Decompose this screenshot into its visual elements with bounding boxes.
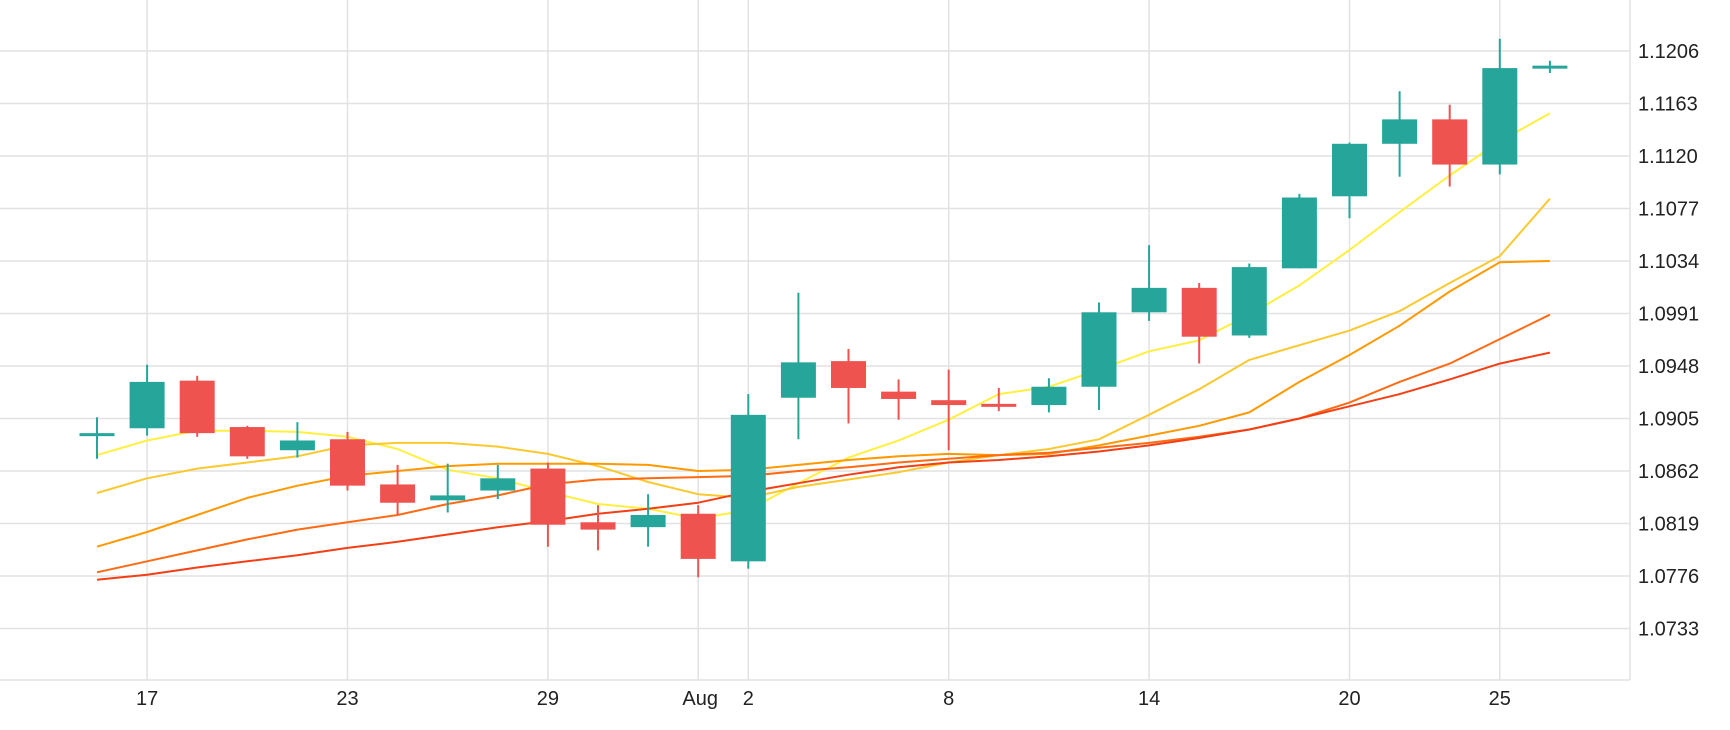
moving-average-line: [96, 198, 1551, 499]
y-tick-label: 1.0862: [1638, 461, 1699, 483]
candle: [1332, 142, 1367, 219]
x-tick-label: 2: [743, 688, 754, 710]
y-tick-label: 1.1034: [1638, 251, 1699, 273]
candle-body: [1131, 287, 1167, 313]
candle: [1432, 104, 1468, 187]
candle: [780, 292, 816, 440]
candle: [79, 417, 115, 459]
candle-body: [380, 484, 416, 503]
candle: [580, 505, 616, 551]
candle-body: [179, 380, 215, 434]
x-tick-label: 8: [943, 688, 954, 710]
x-tick-label: 25: [1489, 688, 1511, 710]
x-tick-label: 20: [1338, 688, 1360, 710]
candle-layer: [79, 38, 1568, 578]
candle: [630, 494, 666, 547]
candle: [380, 464, 416, 515]
candle-body: [831, 361, 866, 388]
x-tick-label: 23: [336, 688, 358, 710]
candle-body: [680, 513, 716, 559]
x-tick-label: 17: [136, 688, 158, 710]
y-tick-label: 1.0948: [1638, 356, 1699, 378]
candle: [1081, 302, 1117, 410]
candle: [480, 464, 516, 500]
candle-body: [630, 514, 666, 528]
moving-average-line: [96, 260, 1550, 548]
candle-body: [1532, 65, 1568, 69]
candle-body: [1181, 287, 1217, 337]
candle-body: [780, 362, 816, 398]
axis-layer: 1.1206 1.1163 1.1120 1.1077 1.1034 1.0991 1.09…: [136, 41, 1699, 710]
candle-body: [229, 427, 265, 457]
candle: [279, 422, 315, 458]
y-tick-label: 1.1206: [1638, 41, 1699, 63]
x-tick-label: 29: [537, 688, 559, 710]
y-tick-label: 1.0819: [1638, 514, 1699, 536]
candle: [1532, 60, 1568, 73]
y-tick-label: 1.1077: [1638, 199, 1699, 221]
candle: [1031, 378, 1067, 413]
candle: [229, 425, 265, 459]
y-tick-label: 1.0905: [1638, 409, 1699, 431]
y-tick-label: 1.0776: [1638, 566, 1699, 588]
candle-body: [981, 403, 1017, 407]
y-tick-label: 1.0991: [1638, 304, 1699, 326]
candle-body: [881, 391, 917, 399]
candle: [680, 505, 716, 578]
grid-layer: [0, 0, 1631, 681]
x-tick-label: Aug: [682, 688, 718, 710]
candle-body: [1432, 119, 1468, 165]
moving-average-line: [96, 351, 1551, 581]
candle-body: [580, 522, 616, 530]
candle-body: [129, 381, 165, 429]
candle: [430, 463, 466, 513]
candle-body: [1482, 68, 1518, 165]
candle: [1281, 193, 1317, 269]
candle: [831, 348, 866, 424]
candle-body: [730, 414, 766, 562]
candle-body: [330, 439, 365, 486]
candle-body: [430, 495, 466, 501]
y-tick-label: 1.1163: [1638, 94, 1698, 116]
candle: [1131, 245, 1167, 321]
candle: [881, 379, 917, 420]
moving-average-layer: [96, 112, 1551, 581]
candle-body: [931, 400, 967, 406]
candle-body: [480, 478, 516, 491]
candle: [730, 394, 766, 569]
candle-body: [1281, 197, 1317, 269]
candle: [1482, 38, 1518, 175]
candle-body: [530, 468, 566, 525]
candle: [981, 387, 1017, 412]
y-tick-label: 1.1120: [1638, 146, 1698, 168]
moving-average-line: [96, 112, 1551, 520]
candle-body: [279, 440, 315, 451]
candle: [931, 369, 967, 451]
candle-body: [1081, 312, 1117, 387]
candle-body: [1332, 143, 1367, 197]
candle: [1382, 91, 1418, 177]
x-tick-label: 14: [1138, 688, 1160, 710]
candle-body: [1382, 119, 1418, 144]
candle: [1231, 263, 1267, 338]
candle-body: [1231, 267, 1267, 336]
candle-body: [79, 433, 115, 437]
candle: [330, 431, 365, 491]
moving-average-line: [96, 313, 1551, 574]
candle: [179, 375, 215, 437]
candle: [1181, 282, 1217, 364]
y-tick-label: 1.0733: [1638, 619, 1699, 641]
candle-body: [1031, 386, 1067, 406]
candle: [129, 364, 165, 436]
candle: [530, 462, 566, 547]
